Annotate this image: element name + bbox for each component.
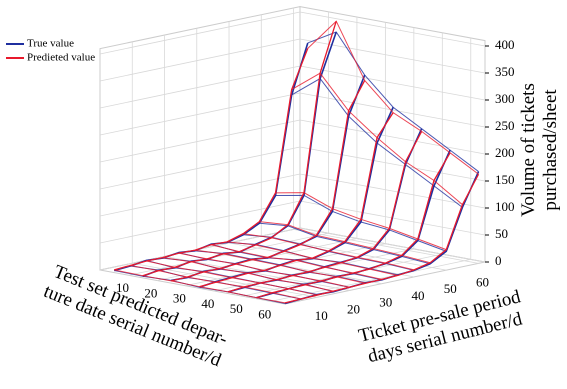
z-tick-label: 50 bbox=[495, 226, 508, 241]
series-column-line bbox=[259, 221, 431, 264]
z-tick-label: 300 bbox=[495, 91, 515, 106]
grid-line bbox=[99, 38, 301, 82]
x-tick-label: 10 bbox=[116, 280, 129, 295]
grid-line bbox=[299, 11, 486, 47]
grid-line bbox=[299, 119, 486, 155]
series-row-line bbox=[142, 31, 337, 277]
grid-line bbox=[99, 65, 301, 109]
x-tick-label: 40 bbox=[201, 296, 214, 311]
z-axis-title: Volume of ticketspurchased/sheet bbox=[518, 83, 561, 217]
z-tick-label: 250 bbox=[495, 118, 515, 133]
series-column-line bbox=[291, 72, 463, 206]
grid-line bbox=[99, 146, 301, 190]
series-column-line bbox=[291, 77, 463, 208]
series-column-line bbox=[146, 260, 318, 296]
series-row-line bbox=[114, 42, 309, 272]
z-axis-title-line: Volume of tickets bbox=[518, 83, 539, 217]
series-column-line bbox=[243, 233, 415, 271]
grid-line bbox=[196, 249, 382, 285]
x-axis-title: Test set predicted depar-ture date seria… bbox=[40, 261, 232, 372]
series-column-line bbox=[194, 249, 366, 284]
y-tick-label: 30 bbox=[379, 295, 392, 310]
grid-line bbox=[299, 65, 486, 101]
x-tick-label: 50 bbox=[230, 301, 243, 316]
series-row-line bbox=[227, 131, 423, 293]
legend-label: True value bbox=[27, 38, 74, 50]
series-column-line bbox=[162, 257, 334, 292]
series-mesh bbox=[114, 20, 480, 304]
grid-line bbox=[299, 173, 486, 209]
y-tick-label: 60 bbox=[476, 274, 489, 289]
z-tick-label: 0 bbox=[495, 253, 502, 268]
series-column-line bbox=[275, 194, 447, 252]
y-tick-label: 20 bbox=[347, 301, 360, 316]
y-tick-label: 50 bbox=[444, 281, 457, 296]
z-tick-label: 200 bbox=[495, 145, 515, 160]
series-column-line bbox=[259, 222, 431, 265]
legend-label: Predieted value bbox=[27, 52, 95, 64]
series-column-line bbox=[178, 252, 350, 288]
grid-line bbox=[99, 173, 301, 217]
grid-line bbox=[99, 11, 301, 55]
grid-line bbox=[299, 146, 486, 182]
z-axis-title-line: purchased/sheet bbox=[540, 89, 561, 211]
back-wall-left bbox=[99, 5, 301, 271]
series-column-line bbox=[307, 20, 479, 175]
y-tick-label: 10 bbox=[315, 308, 328, 323]
grid-line bbox=[270, 258, 471, 302]
x-tick-label: 30 bbox=[173, 291, 186, 306]
grid-line bbox=[299, 38, 486, 74]
series-column-line bbox=[114, 269, 286, 304]
grid-line bbox=[185, 243, 386, 287]
grid-line bbox=[299, 227, 486, 263]
z-tick-label: 150 bbox=[495, 172, 515, 187]
grid-line bbox=[293, 228, 479, 264]
z-tick-label: 100 bbox=[495, 199, 515, 214]
series-column-line bbox=[227, 241, 399, 276]
series-column-line bbox=[210, 244, 382, 280]
x-tick-label: 20 bbox=[144, 285, 157, 300]
series-row-line bbox=[114, 48, 309, 271]
grid-line bbox=[99, 92, 301, 136]
z-tick-label: 350 bbox=[495, 64, 515, 79]
y-tick-label: 40 bbox=[412, 288, 425, 303]
series-column-line bbox=[307, 31, 479, 172]
z-tick-label: 400 bbox=[495, 37, 515, 52]
series-column-line bbox=[275, 192, 447, 251]
grid-line bbox=[99, 119, 301, 163]
x-tick-label: 60 bbox=[258, 306, 271, 321]
series-column-line bbox=[130, 264, 302, 300]
